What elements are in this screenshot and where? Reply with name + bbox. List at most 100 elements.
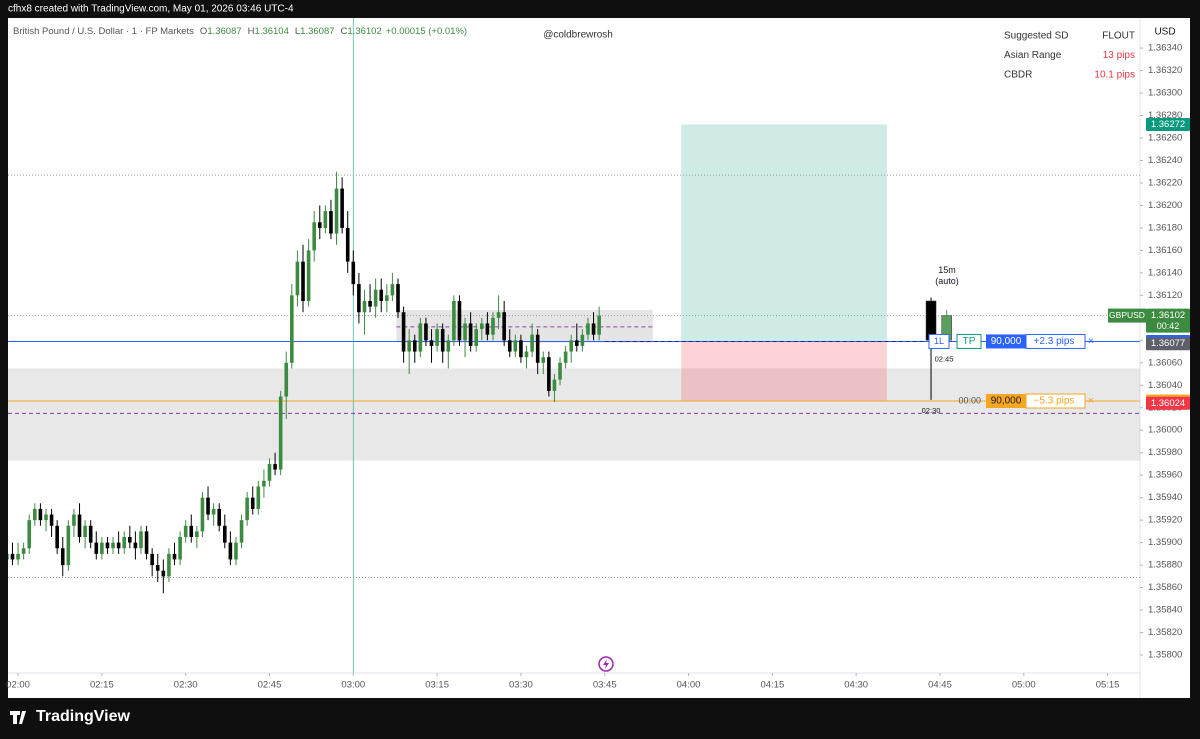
y-tick-label: 1.36160 [1148, 245, 1182, 256]
candle-body [250, 497, 255, 509]
position-qty-box [986, 394, 1026, 409]
y-tick-label: 1.36320 [1148, 65, 1182, 76]
candle-body [485, 323, 490, 335]
y-tick-label: 1.35960 [1148, 470, 1182, 481]
logo-text: TradingView [36, 708, 131, 725]
info-value: FLOUT [1102, 31, 1135, 42]
position-pnl: −5.3 pips [1034, 396, 1075, 407]
candle-body [519, 340, 523, 358]
legend-value: 1.36102 [347, 26, 381, 37]
candle-body [401, 312, 406, 352]
symbol-tag-bg [1108, 308, 1146, 323]
x-tick-label: 04:45 [928, 680, 952, 691]
candle-body [429, 340, 434, 346]
alert-icon[interactable] [598, 656, 614, 672]
y-tick-label: 1.35980 [1148, 447, 1182, 458]
x-tick-label: 02:45 [258, 680, 282, 691]
candle-body [569, 340, 574, 352]
candle-body [133, 542, 138, 549]
candle-body [66, 525, 71, 566]
candle-body [452, 300, 456, 341]
y-tick-label: 1.36200 [1148, 200, 1182, 211]
candle-body [418, 323, 423, 352]
legend-value: 1.36087 [300, 26, 334, 37]
y-tick-label: 1.35900 [1148, 537, 1182, 548]
candle-body [541, 357, 546, 363]
candle-body [290, 295, 294, 363]
candle-body [463, 323, 467, 341]
candle-body [38, 508, 43, 521]
candle-body [373, 289, 378, 307]
candle-body [139, 531, 143, 549]
candle-body [524, 351, 529, 358]
legend: British Pound / U.S. Dollar · 1 · FP Mar… [13, 26, 467, 37]
price-label-bg [1146, 118, 1190, 132]
candle-body [16, 553, 20, 560]
position-label[interactable]: 90,000 −5.3 pips × 00:00 [958, 393, 1094, 409]
candle-body [161, 570, 166, 577]
candle-body [234, 542, 238, 560]
footer-logo: TradingView [10, 708, 131, 725]
chart-background [8, 18, 1190, 698]
candle-body [412, 340, 417, 352]
position-qty: 90,000 [991, 396, 1022, 407]
legend-change: +0.00015 (+0.01%) [386, 26, 467, 37]
alert-bolt[interactable] [603, 659, 609, 669]
price-label-bg [1146, 337, 1190, 351]
plot-area [8, 18, 1140, 673]
y-tick-label: 1.35860 [1148, 582, 1182, 593]
htf-timer: 02:30 [922, 406, 941, 415]
alert-circle[interactable] [598, 656, 614, 672]
candle-body [513, 340, 518, 352]
price-label: 1.36024 [1151, 398, 1185, 409]
candle-body [8, 553, 9, 560]
y-tick-label: 1.36280 [1148, 110, 1182, 121]
y-tick-label: 1.36260 [1148, 133, 1182, 144]
y-tick-label: 1.36300 [1148, 88, 1182, 99]
y-tick-label: 1.35940 [1148, 492, 1182, 503]
candle-body [44, 514, 48, 521]
candle-body [183, 525, 188, 538]
x-tick-label: 04:15 [760, 680, 784, 691]
candle-body [172, 553, 177, 560]
candle-body [83, 525, 87, 538]
candle-body [189, 525, 194, 538]
candle-body [206, 497, 210, 515]
candle-body [200, 497, 205, 532]
candle-body [474, 329, 479, 346]
candle-body [317, 222, 322, 228]
position-close[interactable]: × [1088, 395, 1094, 407]
candle-body [88, 525, 93, 543]
candle-body [357, 284, 361, 313]
candle-body [77, 514, 82, 538]
position-pnl-box [1025, 333, 1086, 349]
candle-body [94, 542, 99, 554]
candle-body [49, 514, 54, 526]
price-label-bg [1146, 308, 1190, 333]
candle-body [547, 357, 551, 391]
y-tick-label: 1.36220 [1148, 177, 1182, 188]
candle-body [424, 323, 428, 341]
candle-body [480, 323, 484, 330]
candle-body [60, 548, 65, 566]
candle-body [491, 317, 495, 335]
zone [396, 309, 653, 343]
position-label[interactable]: 90,000 +2.3 pips × TP 1L 02:45 [928, 333, 1094, 363]
candle-body [385, 295, 389, 301]
candle-body [144, 531, 149, 554]
price-label: 1.36102 [1151, 310, 1185, 321]
candle-body [334, 188, 339, 234]
legend-value: 1.36087 [207, 26, 241, 37]
x-tick-label: 02:00 [6, 680, 30, 691]
position-close[interactable]: × [1088, 335, 1094, 347]
legend-key: H [248, 26, 255, 37]
candle-body [262, 480, 266, 487]
candle-body [178, 537, 182, 560]
candle-body [267, 463, 272, 481]
legend-value: 1.36104 [255, 26, 289, 37]
y-tick-label: 1.36240 [1148, 155, 1182, 166]
zone [8, 368, 1140, 461]
info-key: Asian Range [1004, 50, 1062, 61]
candle-body [217, 508, 222, 526]
